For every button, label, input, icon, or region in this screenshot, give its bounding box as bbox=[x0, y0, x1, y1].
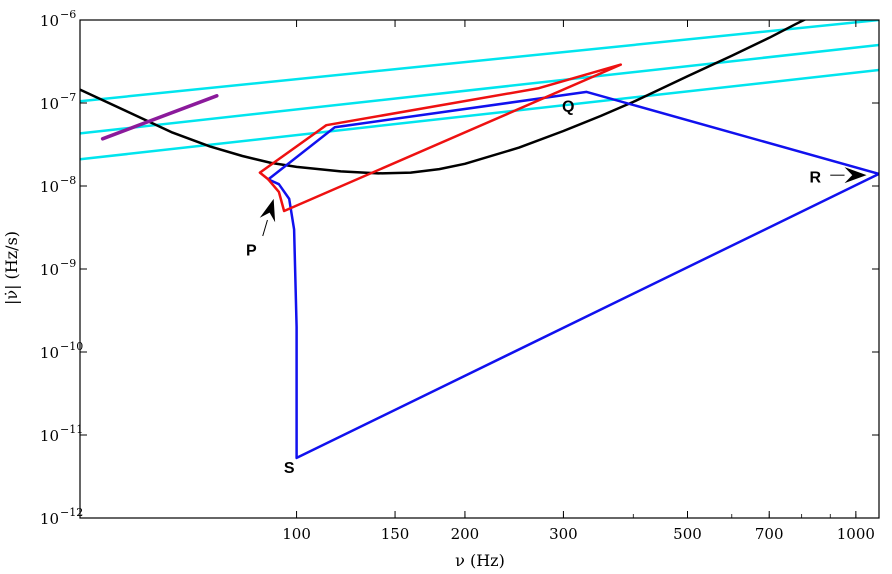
x-tick-label-5: 700 bbox=[755, 525, 784, 543]
y-tick-exp-1: −11 bbox=[60, 423, 83, 436]
series-blue-track bbox=[267, 90, 879, 460]
x-tick-label-4: 500 bbox=[673, 525, 702, 543]
plot-frame bbox=[79, 19, 880, 519]
series-cyan-upper bbox=[80, 20, 879, 103]
y-tick-label-4: 10 bbox=[40, 178, 59, 196]
y-tick-label-1: 10 bbox=[40, 427, 59, 445]
x-tick-label-2: 200 bbox=[451, 525, 480, 543]
x-axis-title: ν (Hz) bbox=[455, 551, 505, 570]
annotation-s: S bbox=[284, 460, 295, 477]
series-cyan-lower bbox=[80, 68, 879, 161]
series-black-curve bbox=[80, 20, 807, 175]
x-tick-label-6: 1000 bbox=[837, 525, 875, 543]
y-tick-label-6: 10 bbox=[40, 12, 59, 30]
x-tick-label-1: 150 bbox=[381, 525, 410, 543]
series-cyan-middle bbox=[80, 43, 879, 135]
y-axis-title: |ν̇| (Hz/s) bbox=[2, 231, 21, 305]
y-tick-exp-6: −6 bbox=[60, 8, 76, 21]
y-tick-label-2: 10 bbox=[40, 344, 59, 362]
annot-layer: P Q R S bbox=[246, 98, 867, 477]
arrow-head-0 bbox=[259, 198, 276, 223]
y-tick-label-5: 10 bbox=[40, 95, 59, 113]
y-tick-exp-3: −9 bbox=[60, 257, 76, 270]
arrow-head-1 bbox=[844, 167, 867, 184]
annotation-r: R bbox=[809, 170, 821, 187]
series-red-track bbox=[258, 63, 623, 213]
y-tick-exp-2: −10 bbox=[60, 340, 83, 353]
annotation-p: P bbox=[246, 243, 257, 260]
annotation-q: Q bbox=[562, 98, 574, 115]
x-tick-label-0: 100 bbox=[282, 525, 311, 543]
series-layer bbox=[80, 20, 879, 460]
y-tick-exp-4: −8 bbox=[60, 174, 76, 187]
y-tick-label-0: 10 bbox=[40, 510, 59, 528]
arrow-shaft-0 bbox=[262, 219, 268, 237]
y-tick-label-3: 10 bbox=[40, 261, 59, 279]
series-purple-segment bbox=[100, 94, 219, 141]
y-tick-exp-0: −12 bbox=[60, 506, 83, 519]
y-tick-exp-5: −7 bbox=[60, 91, 76, 104]
tick-layer bbox=[80, 19, 879, 519]
x-tick-label-3: 300 bbox=[549, 525, 578, 543]
